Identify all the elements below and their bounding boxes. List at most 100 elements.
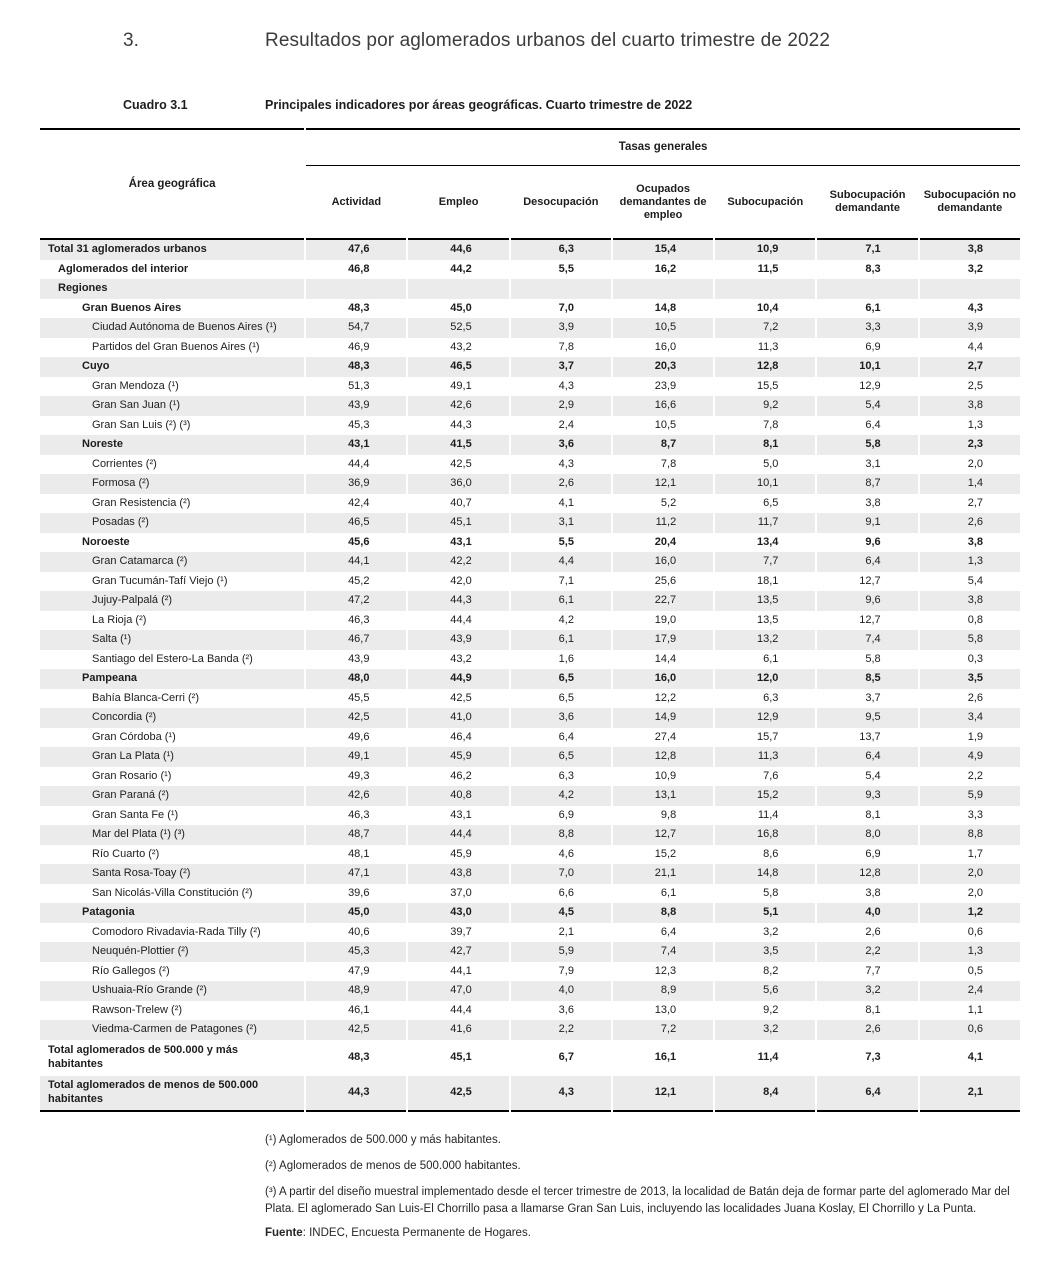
table-row: Partidos del Gran Buenos Aires (¹) 46,9 43… bbox=[40, 338, 1020, 358]
value-cell: 41,0 bbox=[408, 708, 509, 728]
value-cell: 7,7 bbox=[715, 552, 816, 572]
value-cell: 3,2 bbox=[817, 981, 918, 1001]
area-cell: Gran Córdoba (¹) bbox=[40, 728, 304, 748]
value-cell: 45,2 bbox=[348, 574, 370, 587]
value-cell: 3,2 bbox=[715, 1020, 816, 1040]
table-row: Formosa (²) 36,9 36,0 2,6 12,1 10,1 8,7 1,4 bbox=[40, 474, 1020, 494]
value-cell: 4,3 bbox=[558, 457, 574, 470]
area-cell: Rawson-Trelew (²) bbox=[40, 1001, 304, 1021]
table-row: Comodoro Rivadavia-Rada Tilly (²) 40,6 39,… bbox=[40, 923, 1020, 943]
value-cell: 43,1 bbox=[450, 535, 472, 548]
area-cell: Regiones bbox=[40, 279, 305, 299]
value-cell: 2,0 bbox=[967, 886, 983, 899]
area-cell: Santa Rosa-Toay (²) bbox=[40, 864, 305, 884]
value-cell: 8,8 bbox=[510, 825, 611, 845]
value-cell: 37,0 bbox=[450, 886, 472, 899]
value-cell: 14,8 bbox=[654, 301, 677, 314]
value-cell: 6,3 bbox=[558, 769, 574, 782]
table-row: Gran Córdoba (¹) 49,6 46,4 6,4 27,4 15,7 13,7 1… bbox=[40, 728, 1020, 748]
value-cell: 42,2 bbox=[408, 552, 509, 572]
value-cell: 43,9 bbox=[408, 630, 509, 650]
area-cell: La Rioja (²) bbox=[40, 611, 304, 631]
area-cell: Total 31 aglomerados urbanos bbox=[40, 240, 305, 260]
area-label: Santiago del Estero-La Banda (²) bbox=[92, 652, 253, 665]
value-cell: 45,6 bbox=[348, 535, 370, 548]
table-row: Gran Tucumán-Tafí Viejo (¹) 45,2 42,0 7,1 25… bbox=[40, 572, 1020, 592]
value-cell: 1,6 bbox=[558, 652, 574, 665]
area-label: Gran Córdoba (¹) bbox=[92, 730, 176, 743]
area-label: Formosa (²) bbox=[92, 477, 150, 489]
area-cell: Total aglomerados de 500.000 y más habit… bbox=[40, 1040, 304, 1076]
value-cell: 52,5 bbox=[408, 318, 509, 338]
table-row: Cuyo 48,3 46,5 3,7 20,3 12,8 10,1 2,7 bbox=[40, 357, 1020, 377]
value-cell: 15,7 bbox=[757, 730, 779, 743]
value-cell: 42,5 bbox=[306, 708, 407, 728]
value-cell: 1,1 bbox=[967, 1003, 983, 1016]
table-row: Río Gallegos (²) 47,9 44,1 7,9 12,3 8,2 7,7 0,5 bbox=[40, 962, 1020, 982]
value-cell: 2,6 bbox=[865, 925, 881, 938]
value-cell: 44,3 bbox=[408, 591, 509, 611]
value-cell: 42,5 bbox=[450, 457, 472, 470]
table-label: Cuadro 3.1 bbox=[123, 98, 188, 112]
area-label: Neuquén-Plottier (²) bbox=[92, 945, 189, 957]
area-label: Rawson-Trelew (²) bbox=[92, 1003, 183, 1016]
value-cell: 5,8 bbox=[919, 630, 1020, 650]
value-cell: 48,0 bbox=[306, 669, 407, 689]
value-cell bbox=[408, 279, 509, 299]
value-cell bbox=[510, 279, 611, 299]
value-cell: 3,8 bbox=[919, 591, 1020, 611]
value-cell: 40,6 bbox=[348, 925, 370, 938]
value-cell: 2,6 bbox=[817, 1020, 918, 1040]
area-cell: Patagonia bbox=[40, 903, 305, 923]
source-text: : INDEC, Encuesta Permanente de Hogares. bbox=[302, 1226, 531, 1239]
area-label: Gran Resistencia (²) bbox=[92, 496, 191, 509]
value-cell: 41,5 bbox=[408, 435, 509, 455]
area-cell: Gran Paraná (²) bbox=[40, 786, 305, 806]
value-cell: 12,9 bbox=[715, 708, 816, 728]
value-cell: 10,4 bbox=[757, 301, 779, 314]
area-cell: Pampeana bbox=[40, 669, 305, 689]
area-label: Total 31 aglomerados urbanos bbox=[48, 243, 207, 255]
value-cell: 16,6 bbox=[612, 396, 714, 416]
value-cell: 41,6 bbox=[408, 1020, 509, 1040]
value-cell: 2,6 bbox=[510, 474, 611, 494]
table-row: Concordia (²) 42,5 41,0 3,6 14,9 12,9 9,5 3,4 bbox=[40, 708, 1020, 728]
value-cell: 13,1 bbox=[612, 786, 714, 806]
value-cell: 43,2 bbox=[450, 340, 472, 353]
table-row: Gran Buenos Aires 48,3 45,0 7,0 14,8 10,4 6,1 4… bbox=[40, 299, 1020, 319]
area-cell: Bahía Blanca-Cerri (²) bbox=[40, 689, 304, 709]
value-cell: 4,3 bbox=[510, 1075, 611, 1112]
value-cell: 11,3 bbox=[715, 747, 816, 767]
value-cell: 14,9 bbox=[612, 708, 714, 728]
value-cell: 5,0 bbox=[763, 457, 779, 470]
value-cell: 9,8 bbox=[660, 808, 677, 821]
value-cell: 5,6 bbox=[715, 981, 816, 1001]
column-header-actividad: Actividad bbox=[306, 166, 407, 240]
area-cell: Viedma-Carmen de Patagones (²) bbox=[40, 1020, 305, 1040]
area-label: Concordia (²) bbox=[92, 711, 157, 723]
value-cell: 42,5 bbox=[306, 1020, 407, 1040]
area-cell: Santiago del Estero-La Banda (²) bbox=[40, 650, 304, 670]
table-row: Gran Rosario (¹) 49,3 46,2 6,3 10,9 7,6 5,4 2,2 bbox=[40, 767, 1020, 787]
column-header-subocupacion: Subocupación bbox=[715, 166, 816, 240]
table-row: Noroeste 45,6 43,1 5,5 20,4 13,4 9,6 3,8 bbox=[40, 533, 1020, 553]
value-cell: 3,7 bbox=[865, 691, 881, 704]
value-cell: 7,3 bbox=[865, 1050, 881, 1063]
value-cell: 10,5 bbox=[612, 318, 714, 338]
table-row: Corrientes (²) 44,4 42,5 4,3 7,8 5,0 3,1 2,0 bbox=[40, 455, 1020, 475]
value-cell: 46,5 bbox=[306, 513, 407, 533]
value-cell: 43,1 bbox=[306, 435, 407, 455]
area-cell: Aglomerados del interior bbox=[40, 260, 304, 280]
table-row: Total aglomerados de menos de 500.000 ha… bbox=[40, 1075, 1020, 1112]
value-cell: 2,3 bbox=[919, 435, 1020, 455]
value-cell: 7,4 bbox=[817, 630, 918, 650]
area-label: Posadas (²) bbox=[92, 516, 149, 528]
value-cell bbox=[715, 279, 816, 299]
table-row: Bahía Blanca-Cerri (²) 45,5 42,5 6,5 12,2 6,3… bbox=[40, 689, 1020, 709]
value-cell: 8,1 bbox=[715, 435, 816, 455]
area-label: Pampeana bbox=[82, 672, 138, 684]
value-cell: 6,1 bbox=[865, 301, 881, 314]
value-cell: 12,8 bbox=[715, 357, 816, 377]
area-label: Gran San Luis (²) (³) bbox=[92, 418, 191, 431]
area-label: Santa Rosa-Toay (²) bbox=[92, 867, 191, 879]
